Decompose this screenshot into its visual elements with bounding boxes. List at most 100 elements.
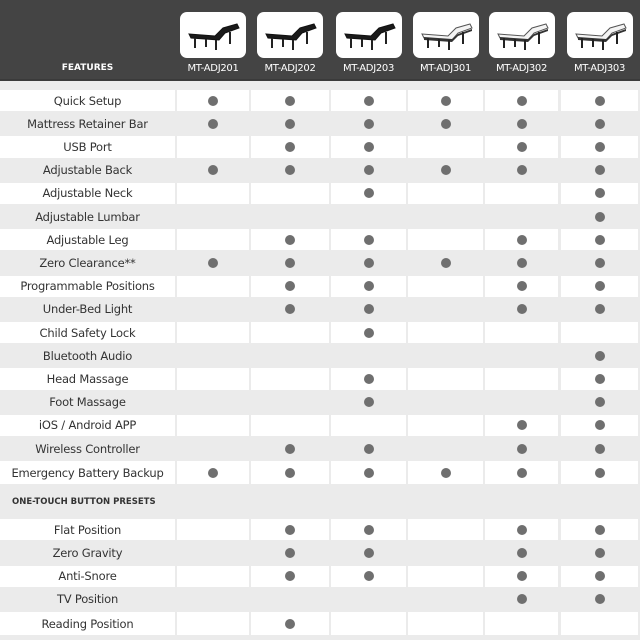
feature-cell — [485, 519, 558, 541]
included-dot-icon — [594, 547, 605, 558]
feature-cell — [251, 252, 329, 273]
feature-cell — [561, 90, 638, 112]
included-dot-icon — [594, 188, 605, 199]
feature-cell — [177, 612, 249, 635]
feature-cell — [485, 206, 558, 227]
included-dot-icon — [285, 118, 295, 129]
included-dot-icon — [516, 524, 527, 535]
included-dot-icon — [594, 257, 605, 268]
feature-cell — [251, 322, 329, 344]
feature-label: Zero Gravity — [52, 545, 123, 560]
feature-cell — [485, 252, 558, 273]
included-dot-icon — [285, 304, 295, 315]
table-row: Anti-Snore — [0, 565, 640, 588]
feature-label: Wireless Controller — [35, 441, 140, 456]
feature-cell — [177, 438, 249, 459]
included-dot-icon — [516, 141, 527, 152]
feature-cell — [251, 589, 329, 610]
feature-cell — [408, 252, 483, 273]
product-image-mt-adj301[interactable] — [412, 12, 479, 58]
table-row: Adjustable Back — [0, 158, 640, 182]
feature-cell — [561, 252, 638, 273]
feature-cell — [331, 368, 406, 390]
included-dot-icon — [516, 571, 527, 582]
included-dot-icon — [594, 571, 605, 582]
product-image-mt-adj203[interactable] — [335, 12, 402, 58]
feature-cell — [561, 392, 638, 413]
table-row: Adjustable Leg — [0, 228, 640, 251]
included-dot-icon — [285, 257, 295, 268]
product-image-mt-adj202[interactable] — [257, 12, 323, 58]
included-dot-icon — [208, 257, 218, 268]
included-dot-icon — [363, 397, 374, 408]
feature-cell — [485, 438, 558, 459]
feature-cell — [177, 392, 249, 413]
feature-cell — [251, 182, 329, 204]
included-dot-icon — [516, 304, 527, 315]
feature-cell — [408, 182, 483, 204]
feature-cell — [251, 414, 329, 436]
feature-cell — [561, 160, 638, 181]
feature-cell — [408, 542, 483, 563]
product-image-mt-adj302[interactable] — [488, 12, 555, 58]
feature-cell — [177, 322, 249, 344]
feature-cell — [408, 136, 483, 158]
included-dot-icon — [363, 141, 374, 152]
feature-cell — [251, 160, 329, 181]
feature-cell — [331, 299, 406, 320]
feature-cell — [177, 136, 249, 158]
included-dot-icon — [594, 281, 605, 292]
included-dot-icon — [516, 234, 527, 245]
included-dot-icon — [208, 165, 218, 176]
feature-label: iOS / Android APP — [38, 418, 137, 433]
included-dot-icon — [363, 304, 374, 315]
included-dot-icon — [516, 467, 527, 478]
included-dot-icon — [440, 467, 451, 478]
product-image-mt-adj201[interactable] — [180, 12, 246, 58]
feature-cell — [485, 136, 558, 158]
table-row: Bluetooth Audio — [0, 344, 640, 368]
included-dot-icon — [516, 118, 527, 129]
included-dot-icon — [594, 165, 605, 176]
included-dot-icon — [594, 373, 605, 384]
feature-cell — [331, 612, 406, 635]
feature-cell — [251, 136, 329, 158]
feature-cell — [408, 275, 483, 297]
included-dot-icon — [594, 467, 605, 478]
feature-cell — [177, 229, 249, 251]
included-dot-icon — [363, 443, 374, 454]
feature-cell — [331, 322, 406, 344]
included-dot-icon — [363, 327, 374, 338]
included-dot-icon — [594, 350, 605, 361]
included-dot-icon — [440, 118, 451, 129]
feature-cell — [485, 565, 558, 587]
included-dot-icon — [594, 397, 605, 408]
feature-label: Adjustable Leg — [46, 232, 129, 247]
included-dot-icon — [363, 95, 374, 106]
feature-cell — [408, 113, 483, 134]
feature-label: Emergency Battery Backup — [11, 465, 164, 480]
feature-label: TV Position — [56, 592, 119, 607]
table-row: Quick Setup — [0, 89, 640, 112]
feature-cell — [331, 565, 406, 587]
included-dot-icon — [516, 547, 527, 558]
included-dot-icon — [594, 420, 605, 431]
feature-cell — [331, 392, 406, 413]
included-dot-icon — [516, 257, 527, 268]
feature-cell — [561, 275, 638, 297]
included-dot-icon — [285, 524, 295, 535]
feature-label: Adjustable Neck — [42, 186, 133, 201]
feature-cell — [331, 461, 406, 485]
feature-cell — [251, 368, 329, 390]
product-image-mt-adj303[interactable] — [566, 12, 633, 58]
feature-cell — [485, 414, 558, 436]
included-dot-icon — [208, 467, 218, 478]
feature-cell — [408, 438, 483, 459]
feature-cell — [251, 565, 329, 587]
feature-cell — [331, 90, 406, 112]
table-row: Adjustable Lumbar — [0, 205, 640, 229]
feature-cell — [331, 229, 406, 251]
section-header: ONE-TOUCH BUTTON PRESETS — [0, 485, 640, 519]
included-dot-icon — [363, 373, 374, 384]
model-name: MT-ADJ302 — [495, 63, 548, 74]
